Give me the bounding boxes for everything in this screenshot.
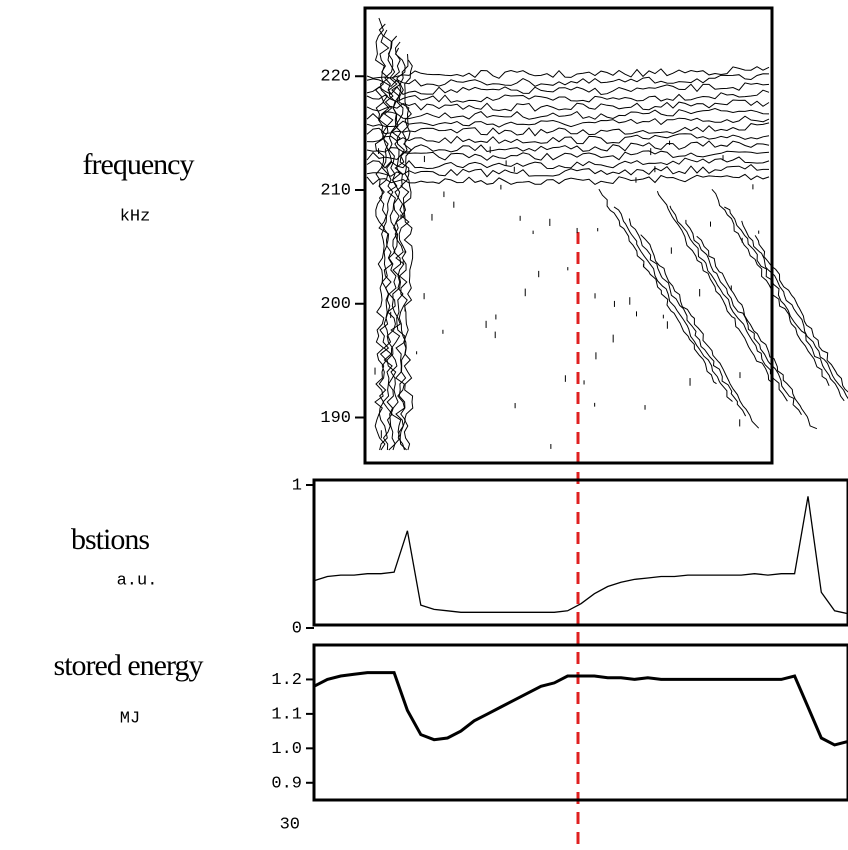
y-tick-label: 220: [320, 68, 351, 87]
contour-line: [390, 41, 402, 451]
plot-frame: [363, 6, 774, 465]
y-tick-label: 0.9: [271, 774, 302, 793]
axis-title: stored energy: [54, 649, 204, 682]
contour-line: [724, 206, 845, 402]
axis-unit: a.u.: [117, 571, 158, 590]
contour-line: [378, 23, 390, 451]
contour-line: [366, 140, 770, 153]
contour-line: [402, 59, 414, 451]
contour-line: [366, 66, 770, 79]
contour-line: [754, 235, 848, 393]
contour-line: [711, 188, 830, 386]
axis-unit: kHz: [120, 207, 151, 226]
y-tick-label: 1.2: [271, 671, 302, 690]
contour-line: [374, 17, 386, 451]
contour-line: [366, 150, 770, 161]
contour-line: [696, 235, 818, 430]
y-tick-label: 1.1: [271, 705, 302, 724]
contour-line: [656, 190, 774, 384]
contour-line: [741, 220, 848, 400]
contour-line: [366, 107, 770, 121]
contour-line: [628, 218, 747, 417]
contour-line: [366, 99, 770, 112]
y-tick-label: 210: [320, 181, 351, 200]
plot-frame: [312, 478, 848, 627]
contour-line: [366, 115, 770, 128]
contour-field: [366, 17, 848, 451]
axis-title: bstions: [71, 523, 149, 556]
contour-line: [366, 156, 770, 170]
contour-line: [613, 206, 733, 402]
plot-frame: [312, 643, 848, 802]
contour-line: [598, 188, 717, 385]
contour-line: [366, 89, 770, 103]
contour-line: [669, 205, 788, 402]
contour-line: [366, 82, 770, 96]
y-tick-label: 0: [292, 619, 302, 638]
contour-line: [382, 29, 394, 451]
y-tick-label: 200: [320, 295, 351, 314]
y-tick-label: 190: [320, 409, 351, 428]
data-line: [313, 671, 848, 747]
contour-line: [366, 163, 769, 178]
contour-line: [640, 234, 760, 429]
axis-title: frequency: [83, 148, 195, 181]
y-tick-label: 1.0: [271, 740, 302, 759]
data-line: [313, 496, 848, 615]
axis-unit: MJ: [120, 709, 140, 728]
contour-line: [685, 219, 802, 416]
contour-line: [366, 73, 770, 88]
x-tick-label: 30: [280, 815, 300, 834]
contour-line: [366, 122, 770, 137]
y-tick-label: 1: [292, 476, 302, 495]
contour-line: [366, 173, 770, 186]
contour-line: [366, 133, 770, 145]
contour-line: [394, 47, 406, 451]
contour-line: [398, 53, 410, 451]
